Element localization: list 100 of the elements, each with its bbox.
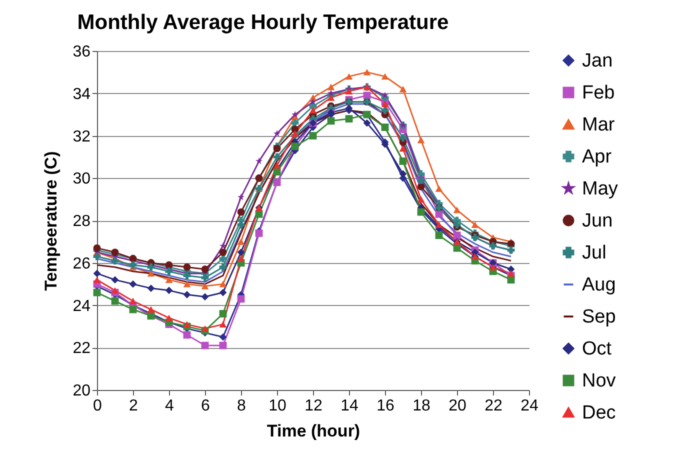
x-tick-label: 22 <box>484 398 502 414</box>
point <box>201 266 209 273</box>
point <box>399 86 407 92</box>
point <box>327 117 335 125</box>
y-tick-label: 36 <box>72 44 91 60</box>
point <box>111 276 119 284</box>
point <box>219 263 227 271</box>
point <box>219 288 227 296</box>
x-tick-label: 14 <box>340 398 358 414</box>
point <box>435 186 443 192</box>
point <box>165 286 173 294</box>
point <box>219 248 227 256</box>
x-axis-title: Time (hour) <box>266 422 360 440</box>
point <box>399 157 407 165</box>
point <box>165 276 173 284</box>
x-tick-label: 24 <box>520 398 538 414</box>
point <box>363 68 371 76</box>
point <box>363 119 371 127</box>
y-tick-label: 28 <box>72 213 91 230</box>
point <box>345 115 353 123</box>
point <box>111 257 119 264</box>
point <box>237 255 245 262</box>
point <box>399 170 407 178</box>
point <box>93 270 101 278</box>
point <box>345 88 353 94</box>
point <box>183 321 191 328</box>
point <box>237 221 245 228</box>
x-tick-label: 18 <box>412 398 430 414</box>
point <box>183 263 191 271</box>
chart-title: Monthly Average Hourly Temperature <box>77 11 449 34</box>
point <box>237 193 245 200</box>
x-tick-label: 8 <box>237 398 246 414</box>
point <box>129 261 137 269</box>
point <box>165 268 173 276</box>
y-tick-label: 32 <box>72 128 91 146</box>
legend-label: Jan <box>582 50 613 72</box>
point <box>201 274 209 282</box>
point <box>417 176 425 184</box>
point <box>183 280 191 288</box>
point <box>183 331 191 339</box>
point <box>201 325 209 332</box>
x-tick-label: 20 <box>448 398 466 414</box>
point <box>327 84 335 90</box>
point <box>381 100 389 108</box>
point <box>111 248 119 256</box>
y-tick-label: 34 <box>72 86 91 103</box>
point <box>327 94 335 101</box>
point <box>219 333 227 341</box>
x-tick-label: 2 <box>129 398 138 414</box>
point <box>399 134 407 142</box>
point <box>129 280 137 288</box>
point <box>381 124 389 131</box>
point <box>417 136 425 144</box>
x-tick-label: 4 <box>165 398 174 414</box>
point <box>507 270 515 277</box>
point <box>273 130 281 137</box>
x-tick-label: 10 <box>268 398 286 414</box>
point <box>417 182 425 190</box>
point <box>237 295 245 303</box>
y-tick-label: 30 <box>72 170 91 188</box>
point <box>129 298 137 304</box>
point <box>219 254 227 262</box>
point <box>147 306 155 313</box>
point <box>219 280 227 288</box>
point <box>201 282 209 290</box>
point <box>111 287 119 294</box>
legend-label: Sep <box>582 306 616 328</box>
legend-label: Nov <box>582 370 616 392</box>
point <box>381 92 389 98</box>
point <box>93 276 101 284</box>
point <box>237 208 245 216</box>
legend-label: Aug <box>582 274 616 296</box>
point <box>309 107 317 114</box>
point <box>291 110 299 118</box>
point <box>471 222 479 228</box>
legend-label: Oct <box>582 338 612 360</box>
legend-label: May <box>582 178 618 200</box>
point <box>183 272 191 280</box>
legend-label: Feb <box>582 82 615 104</box>
point <box>219 242 227 249</box>
point <box>345 73 353 80</box>
point <box>93 252 101 260</box>
point <box>255 157 263 164</box>
point <box>309 132 317 140</box>
point <box>291 130 299 137</box>
x-tick-label: 12 <box>304 398 322 414</box>
point <box>345 104 353 112</box>
legend-label: Jun <box>582 210 613 232</box>
point <box>453 232 461 240</box>
point <box>381 73 389 80</box>
y-tick-label: 24 <box>72 298 91 315</box>
point <box>183 290 191 298</box>
point <box>219 321 227 328</box>
point <box>147 263 155 271</box>
point <box>237 238 245 245</box>
point <box>273 162 281 169</box>
legend-label: Jul <box>582 242 606 264</box>
point <box>273 153 281 161</box>
y-tick-label: 20 <box>72 382 91 400</box>
point <box>165 314 173 322</box>
